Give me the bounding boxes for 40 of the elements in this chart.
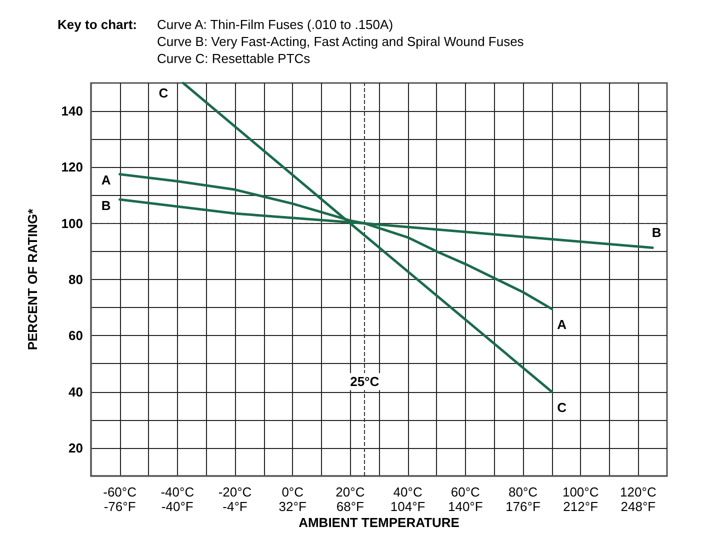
x2-tick-label: -4°F xyxy=(222,499,248,514)
x-tick-label: 120°C xyxy=(620,484,656,500)
x-tick-label: 80°C xyxy=(508,484,538,500)
y-tick-label: 20 xyxy=(68,440,83,456)
ref-line-label: 25°C xyxy=(350,374,380,390)
x-tick-label: 0°C xyxy=(282,484,304,500)
x-tick-label: -40°C xyxy=(160,484,194,500)
x2-tick-label: -40°F xyxy=(161,499,194,514)
x-axis-title: AMBIENT TEMPERATURE xyxy=(298,515,460,530)
y-tick-label: 120 xyxy=(61,160,83,175)
x2-tick-label: 32°F xyxy=(278,499,306,514)
x2-tick-label: 248°F xyxy=(620,499,656,514)
series-label: C xyxy=(557,400,568,415)
x2-tick-label: 104°F xyxy=(390,499,426,514)
chart-title: Key to chart: xyxy=(58,17,138,32)
text: Curve A: Thin-Film Fuses (.010 to .150A) xyxy=(157,17,394,32)
x-tick-label: 40°C xyxy=(393,484,422,500)
x-tick-label: 100°C xyxy=(562,484,599,500)
y-tick-label: 40 xyxy=(68,384,83,400)
x-tick-label: 60°C xyxy=(450,484,480,500)
y-tick-label: 60 xyxy=(68,328,83,344)
x2-tick-label: -76°F xyxy=(104,499,136,514)
series-label: B xyxy=(652,224,662,240)
text: C xyxy=(158,86,168,100)
y-tick-label: 80 xyxy=(68,272,83,287)
series-label: A xyxy=(101,172,112,188)
y-tick-label: 100 xyxy=(61,216,83,231)
x-tick-label: -20°C xyxy=(218,484,252,500)
text: A xyxy=(557,316,566,332)
x-tick-label: 20°C xyxy=(336,484,365,500)
x2-tick-label: 140°F xyxy=(448,499,483,514)
x2-tick-label: 212°F xyxy=(563,499,598,514)
y-tick-label: 140 xyxy=(61,104,83,119)
x2-tick-label: 176°F xyxy=(506,499,540,514)
y-axis-title: PERCENT OF RATING* xyxy=(25,208,40,350)
x-tick-label: -60°C xyxy=(103,484,136,500)
text: Curve C: Resettable PTCs xyxy=(157,51,311,66)
text: Curve B: Very Fast-Acting, Fast Acting and Spiral Wound Fuses xyxy=(157,34,524,49)
text: B xyxy=(101,198,111,213)
x2-tick-label: 68°F xyxy=(336,499,364,514)
